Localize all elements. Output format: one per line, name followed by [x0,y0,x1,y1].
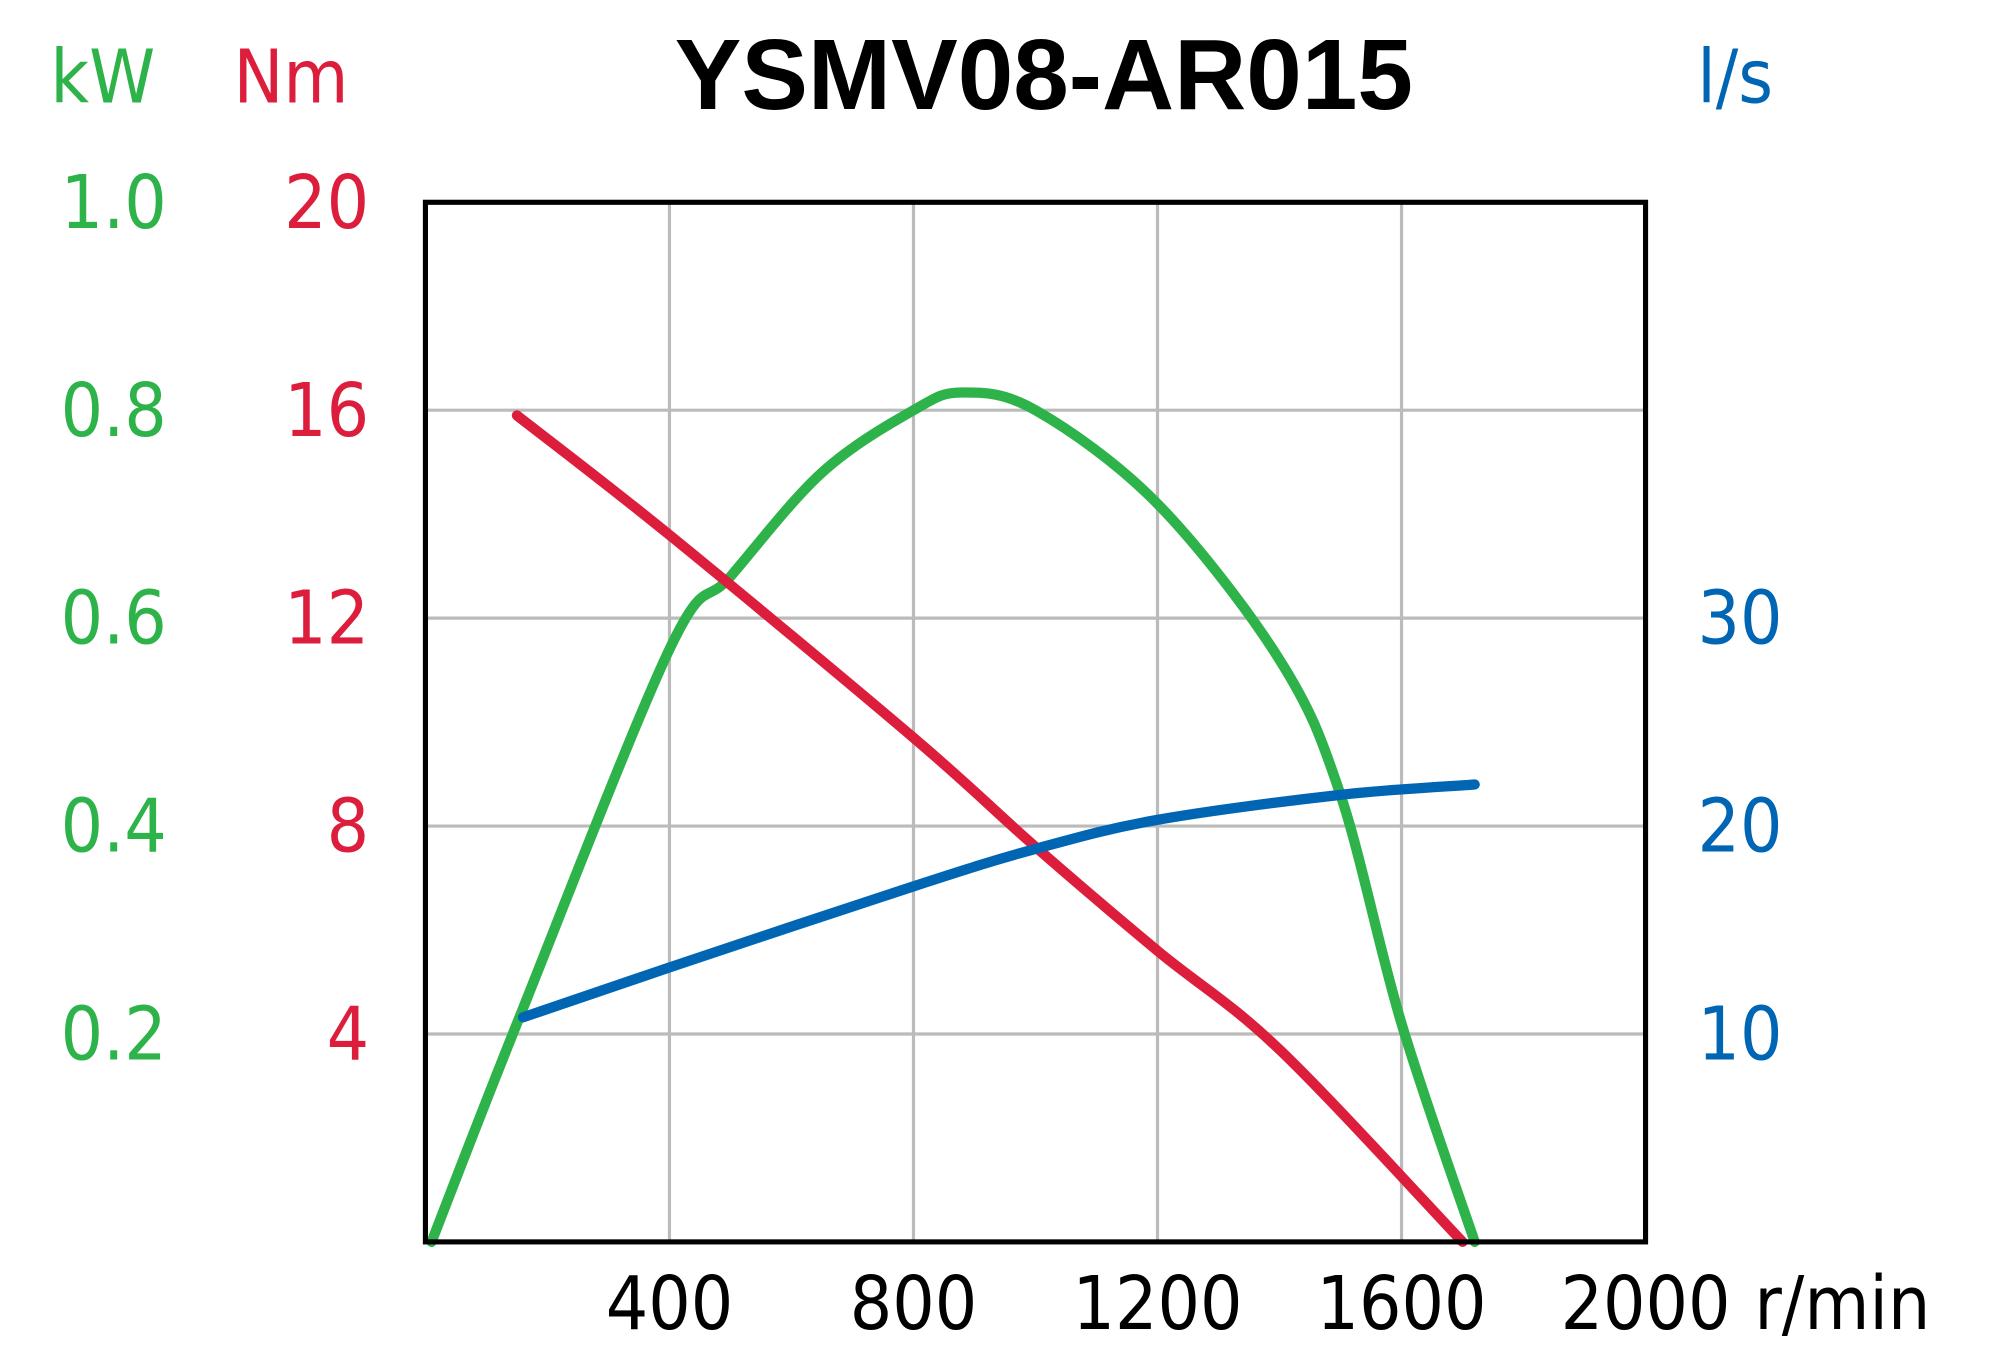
x-tick-label: 800 [850,1260,977,1347]
flow-tick-label: 30 [1698,575,1783,662]
flow-axis-unit: l/s [1697,33,1773,120]
power-tick-label: 0.2 [61,991,167,1078]
flow-tick-label: 10 [1698,991,1783,1078]
x-tick-label: 2000 [1561,1260,1731,1347]
grid [425,202,1646,1242]
torque-tick-label: 12 [284,575,369,662]
torque-line [511,410,1468,1248]
plot-frame [422,199,1649,1245]
power-line [426,387,1480,1248]
flow-line [517,779,1480,1023]
power-tick-label: 0.6 [61,575,167,662]
tick-labels: 400 800 1200 1600 2000 4 8 12 16 20 0.2 0.4 0.6 0.8 1.… [61,159,1783,1347]
power-axis-unit: kW [50,33,155,120]
x-axis-label: r/min [1754,1260,1930,1347]
torque-tick-label: 8 [327,783,370,870]
power-tick-label: 1.0 [61,159,167,246]
x-tick-label: 1200 [1073,1260,1243,1347]
series-lines [426,387,1480,1248]
torque-tick-label: 4 [327,991,370,1078]
flow-tick-label: 20 [1698,783,1783,870]
torque-tick-label: 20 [284,159,369,246]
power-tick-label: 0.4 [61,783,167,870]
power-tick-label: 0.8 [61,367,167,454]
x-tick-label: 400 [606,1260,733,1347]
x-tick-label: 1600 [1317,1260,1487,1347]
chart-title: YSMV08-AR015 [675,20,1413,131]
torque-tick-label: 16 [284,367,369,454]
torque-axis-unit: Nm [233,33,348,120]
